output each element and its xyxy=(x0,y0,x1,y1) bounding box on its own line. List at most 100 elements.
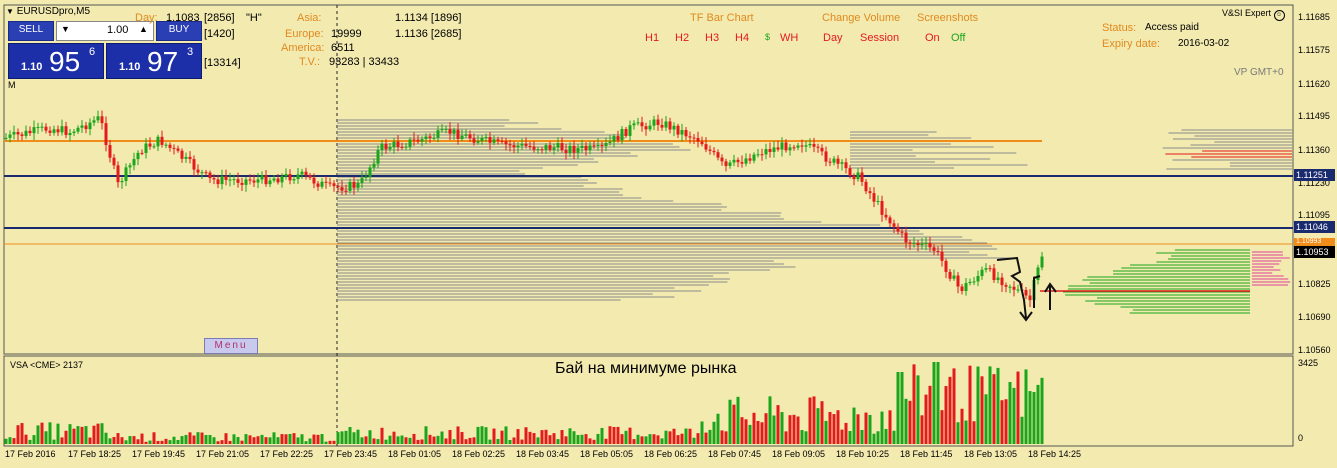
volume-bar xyxy=(100,423,104,444)
tf-button-h4[interactable]: H4 xyxy=(735,32,750,44)
buy-price-box[interactable]: 1.10 97 3 xyxy=(106,43,202,79)
volume-bar xyxy=(764,413,768,444)
candle-body xyxy=(596,144,600,146)
volume-bar xyxy=(552,433,556,444)
volume-bar xyxy=(652,434,656,444)
sell-button[interactable]: SELL xyxy=(8,21,54,41)
candle-body xyxy=(920,243,924,245)
vsa-volume-bars xyxy=(4,362,1044,444)
volume-bar xyxy=(872,433,876,444)
candle-body xyxy=(988,268,992,270)
candle-body xyxy=(132,159,136,166)
candle-body xyxy=(664,121,668,128)
candle-body xyxy=(424,136,428,140)
lot-value[interactable]: 1.00 xyxy=(107,24,129,36)
volume-bar xyxy=(32,435,36,444)
volume-bar xyxy=(516,429,520,444)
volume-bar xyxy=(356,429,360,444)
menu-button[interactable]: Menu xyxy=(204,338,258,354)
candle-body xyxy=(632,123,636,126)
volume-bar xyxy=(988,366,992,444)
volume-bar xyxy=(44,431,48,444)
vsa-panel-frame xyxy=(3,355,1294,447)
volume-bar xyxy=(572,431,576,444)
candle-body xyxy=(240,182,244,185)
candle-body xyxy=(824,151,828,162)
candle-body xyxy=(796,145,800,148)
volume-bar xyxy=(240,440,244,444)
candle-body xyxy=(644,126,648,130)
candle-body xyxy=(984,268,988,270)
tv-value: 93283 | 33433 xyxy=(329,56,400,68)
status-value: Access paid xyxy=(1145,22,1199,33)
candle-body xyxy=(804,145,808,147)
candle-body xyxy=(260,175,264,180)
candle-body xyxy=(120,181,124,183)
candle-body xyxy=(60,126,64,133)
candle-body xyxy=(712,150,716,153)
volume-bar xyxy=(12,438,16,444)
candle-body xyxy=(800,145,804,147)
candle-body xyxy=(296,174,300,180)
lot-input[interactable]: ▼ 1.00 ▲ xyxy=(56,21,154,41)
volume-day-button[interactable]: Day xyxy=(823,32,843,44)
candle-body xyxy=(736,159,740,163)
screenshots-on-button[interactable]: On xyxy=(925,32,940,44)
volume-bar xyxy=(20,423,24,444)
volume-bar xyxy=(692,437,696,444)
candle-body xyxy=(20,134,24,136)
tf-button-h1[interactable]: H1 xyxy=(645,32,660,44)
tf-button-h3[interactable]: H3 xyxy=(705,32,720,44)
volume-session-button[interactable]: Session xyxy=(860,32,900,44)
volume-bar xyxy=(708,429,712,444)
volume-bar xyxy=(948,376,952,444)
volume-bar xyxy=(148,440,152,444)
price-axis-label: 1.11685 xyxy=(1298,12,1330,22)
candle-body xyxy=(584,145,588,151)
lot-increase-icon[interactable]: ▲ xyxy=(139,24,148,34)
volume-bar xyxy=(920,415,924,444)
candle-body xyxy=(860,172,864,182)
candle-body xyxy=(204,172,208,174)
chart-dropdown-icon[interactable]: ▼ xyxy=(6,7,14,16)
candle-body xyxy=(300,171,304,175)
volume-bar xyxy=(704,432,708,444)
time-axis-label: 17 Feb 2016 xyxy=(5,449,56,459)
volume-bar xyxy=(432,436,436,444)
tf-button-wh[interactable]: WH xyxy=(780,32,799,44)
volume-bar xyxy=(104,432,108,444)
volume-bar xyxy=(68,424,72,444)
volume-bar xyxy=(88,437,92,444)
volume-bar xyxy=(224,433,228,444)
lot-decrease-icon[interactable]: ▼ xyxy=(61,24,70,34)
candle-body xyxy=(808,143,812,146)
time-axis-label: 17 Feb 18:25 xyxy=(68,449,122,459)
tf-button-h2[interactable]: H2 xyxy=(675,32,690,44)
candle-body xyxy=(384,143,388,150)
candle-body xyxy=(604,143,608,147)
candle-body xyxy=(548,145,552,150)
candle-body xyxy=(88,122,92,130)
screenshots-off-button[interactable]: Off xyxy=(951,32,966,44)
vsa-label: VSA <CME> 2137 xyxy=(10,360,84,370)
buy-button[interactable]: BUY xyxy=(156,21,202,41)
volume-bar xyxy=(540,430,544,444)
tv-label: T.V.: xyxy=(299,56,320,68)
tf-button-dollar[interactable]: $ xyxy=(765,32,771,42)
volume-bar xyxy=(608,426,612,444)
candle-body xyxy=(932,247,936,251)
candle-body xyxy=(84,125,88,130)
candle-body xyxy=(956,275,960,287)
candle-body xyxy=(272,178,276,181)
volume-bar xyxy=(932,362,936,444)
volume-bar xyxy=(956,422,960,444)
volume-bar xyxy=(328,440,332,444)
volume-bar xyxy=(112,436,116,444)
candle-body xyxy=(156,136,160,147)
price-tag-current: 1.10953 xyxy=(1294,246,1335,258)
sell-price-box[interactable]: 1.10 95 6 xyxy=(8,43,104,79)
candle-body xyxy=(484,136,488,138)
volume-bar xyxy=(688,428,692,444)
candle-body xyxy=(832,158,836,163)
